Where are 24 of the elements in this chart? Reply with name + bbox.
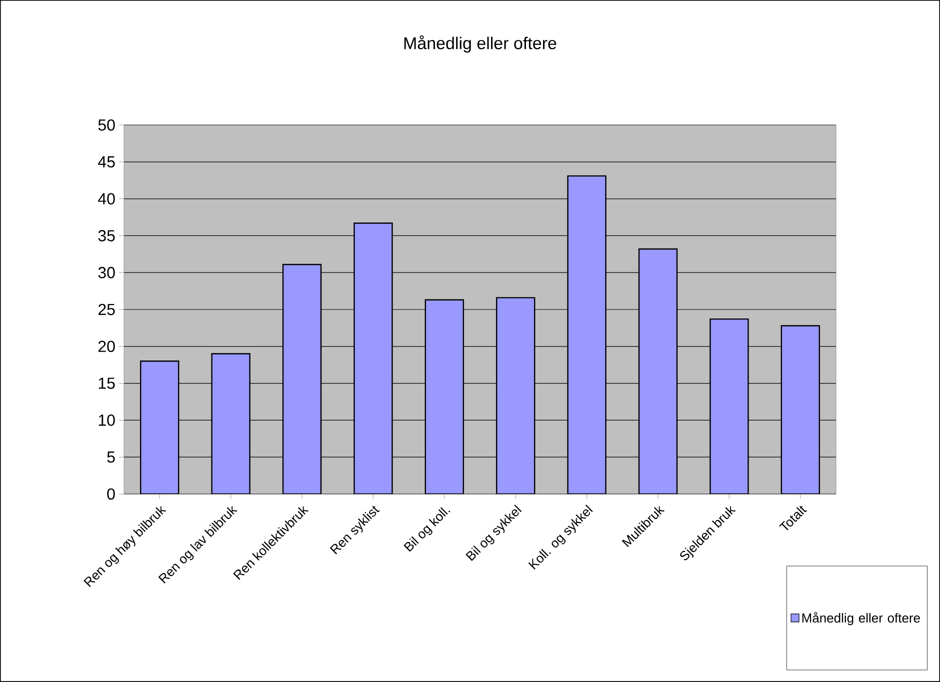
bar: [496, 297, 536, 494]
y-tick-label: 15: [98, 378, 115, 389]
bar: [140, 360, 180, 494]
bar: [567, 175, 606, 494]
y-tick-label: 40: [98, 193, 115, 204]
y-tick-label: 10: [98, 414, 115, 426]
y-tick-label: 0: [107, 488, 115, 500]
y-tick-label: 20: [98, 340, 115, 352]
bar: [211, 353, 250, 494]
y-tick-label: 5: [107, 452, 115, 463]
y-tick-label: 50: [98, 119, 115, 131]
bar: [780, 325, 820, 494]
x-tick-label: Bil og koll.: [404, 507, 450, 552]
y-tick-label: 45: [98, 156, 115, 168]
bar: [710, 318, 749, 494]
y-tick-label: 30: [98, 266, 115, 278]
chart-title: Månedlig eller oftere: [404, 35, 556, 53]
bar: [282, 264, 322, 494]
y-tick-label: 25: [98, 304, 115, 316]
bar: [424, 299, 464, 494]
y-tick-label: 35: [98, 230, 115, 242]
bar: [638, 248, 678, 494]
bar: [354, 222, 393, 494]
legend-label: Månedlig eller oftere: [802, 612, 920, 626]
